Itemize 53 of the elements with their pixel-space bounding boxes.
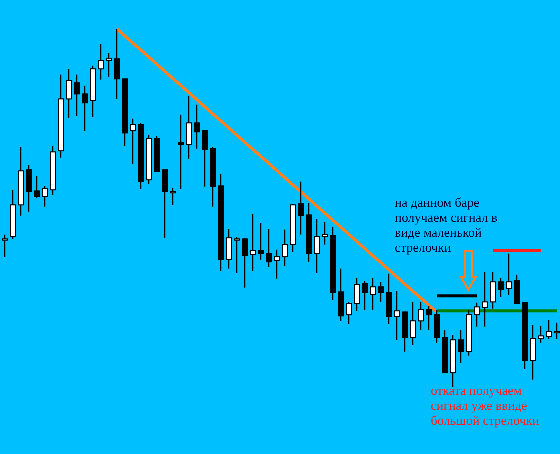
candlestick — [74, 74, 80, 117]
candlestick — [426, 305, 432, 331]
candlestick — [26, 164, 32, 213]
candlestick — [370, 278, 376, 311]
candlestick — [82, 85, 88, 132]
candlestick — [178, 114, 184, 190]
candlestick — [530, 324, 536, 380]
candlestick — [346, 302, 352, 325]
candlestick — [378, 282, 384, 303]
candlestick — [106, 52, 112, 78]
candlestick — [298, 181, 304, 236]
annotation: на данном баре получаем сигнал в виде маленькой стрелочки — [395, 195, 498, 255]
candlestick — [490, 271, 496, 310]
candlestick — [538, 326, 544, 344]
candlestick — [250, 213, 256, 272]
candlestick — [410, 302, 416, 346]
candlestick — [42, 186, 48, 208]
candlestick — [554, 322, 560, 340]
candlestick — [282, 229, 288, 267]
candlestick — [130, 118, 136, 165]
candlestick — [394, 290, 400, 341]
candlestick — [258, 222, 264, 261]
candlestick — [434, 309, 440, 344]
candlestick — [482, 271, 488, 328]
candlestick — [498, 278, 504, 298]
candlestick — [186, 95, 192, 160]
candlestick — [66, 68, 72, 119]
candlestick — [362, 280, 368, 311]
annotation: отката получаем сигнал уже ввиде большой стрелочки — [431, 383, 540, 428]
candlestick — [314, 218, 320, 274]
candlestick — [170, 187, 176, 206]
candlestick — [546, 319, 552, 340]
candlestick — [202, 130, 208, 188]
candlestick — [474, 302, 480, 328]
candlestick — [514, 274, 520, 305]
candlestick — [458, 329, 464, 364]
candlestick — [386, 273, 392, 325]
candlestick — [234, 236, 240, 274]
candlestick — [34, 176, 40, 199]
candlestick — [226, 228, 232, 270]
candlestick — [322, 221, 328, 246]
candlestick — [194, 104, 200, 150]
candlestick — [2, 234, 8, 258]
candlestick — [114, 28, 120, 100]
candlestick — [242, 237, 248, 288]
candlestick — [418, 302, 424, 331]
candlestick — [506, 253, 512, 296]
candlestick — [266, 228, 272, 268]
candlestick — [354, 278, 360, 312]
candlestick — [338, 268, 344, 322]
candlestick — [98, 43, 104, 80]
candlestick — [274, 249, 280, 280]
candlestick — [162, 169, 168, 239]
